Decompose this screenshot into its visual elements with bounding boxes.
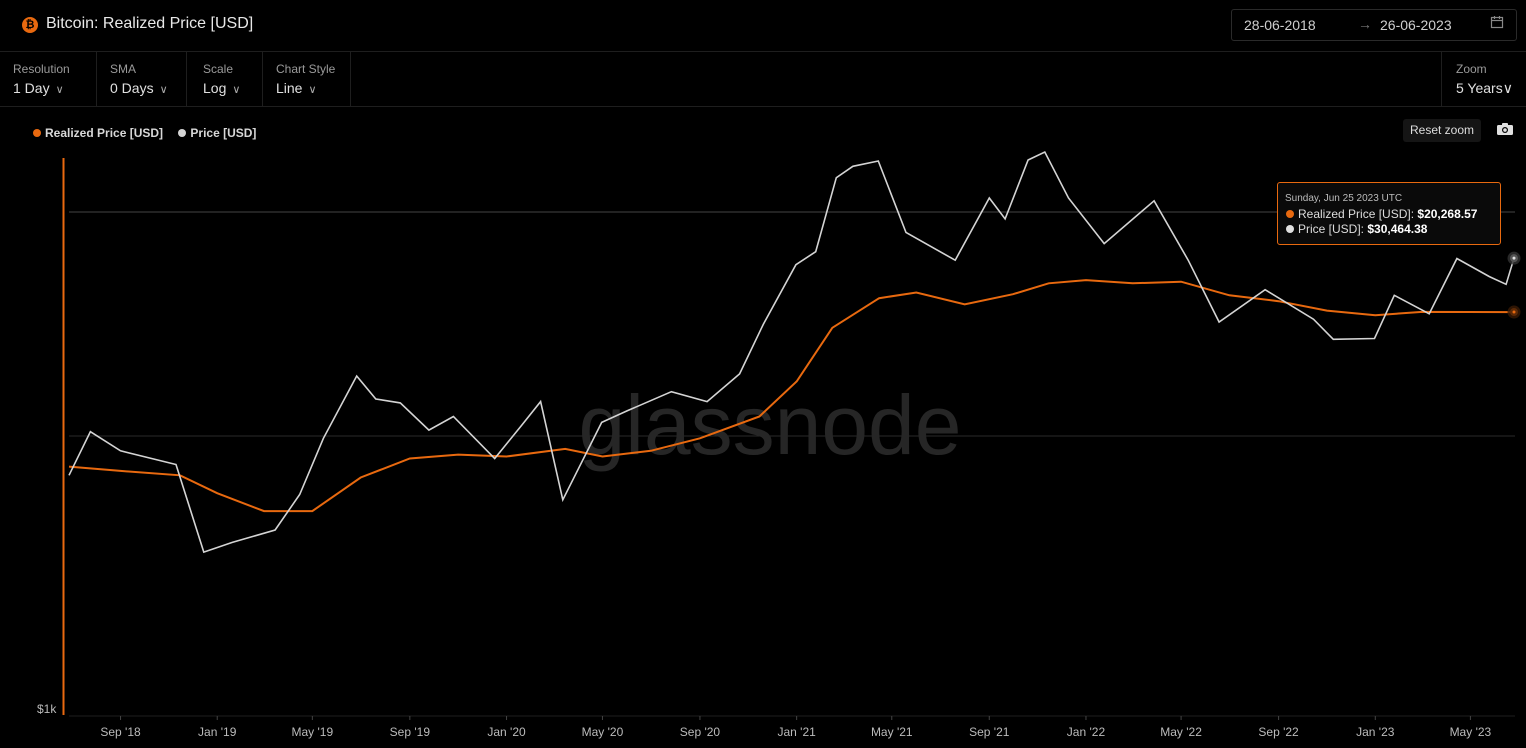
sma-label: SMA <box>110 62 137 76</box>
camera-icon[interactable] <box>1496 122 1514 141</box>
calendar-icon[interactable] <box>1490 15 1504 32</box>
header: ₿ Bitcoin: Realized Price [USD] 28-06-20… <box>0 0 1526 52</box>
scale-dropdown[interactable]: Scale Log ∨ <box>187 52 263 106</box>
chevron-down-icon: ∨ <box>232 84 241 96</box>
chevron-down-icon: ∨ <box>308 84 317 96</box>
x-tick-label: Sep '21 <box>969 725 1010 739</box>
x-tick-label: Jan '23 <box>1356 725 1395 739</box>
x-tick-label: Sep '18 <box>100 725 141 739</box>
chevron-down-icon: ∨ <box>1502 80 1513 96</box>
chart-tooltip: Sunday, Jun 25 2023 UTC Realized Price [… <box>1277 182 1501 245</box>
legend-dot <box>33 129 41 137</box>
zoom-value[interactable]: 5 Years∨ <box>1456 80 1513 96</box>
realized-price-end-marker <box>1507 305 1521 319</box>
resolution-label: Resolution <box>13 62 70 76</box>
x-tick-label: Sep '20 <box>680 725 721 739</box>
resolution-value[interactable]: 1 Day ∨ <box>13 80 64 96</box>
chevron-down-icon: ∨ <box>55 84 64 96</box>
price-end-marker <box>1507 251 1521 265</box>
scale-label: Scale <box>203 62 234 76</box>
tooltip-row-price: Price [USD]: $30,464.38 <box>1286 222 1427 236</box>
arrow-right-icon: → <box>1358 16 1372 32</box>
x-tick-label: Jan '22 <box>1067 725 1106 739</box>
chart-legend: Realized Price [USD] Price [USD] <box>33 126 268 140</box>
x-tick-label: Jan '20 <box>487 725 526 739</box>
scale-value[interactable]: Log ∨ <box>203 80 241 96</box>
x-tick-label: May '20 <box>582 725 624 739</box>
tooltip-row-realized: Realized Price [USD]: $20,268.57 <box>1286 207 1477 221</box>
date-range-picker[interactable]: 28-06-2018 → 26-06-2023 <box>1231 9 1517 41</box>
x-tick-label: Sep '19 <box>390 725 431 739</box>
chart-canvas[interactable]: glassnode $1k Sep '18 Jan '19 May '19 Sep '… <box>0 150 1526 748</box>
tooltip-date: Sunday, Jun 25 2023 UTC <box>1285 193 1403 204</box>
x-tick-label: Jan '19 <box>198 725 237 739</box>
chart-style-value[interactable]: Line ∨ <box>276 80 317 96</box>
resolution-dropdown[interactable]: Resolution 1 Day ∨ <box>0 52 97 106</box>
x-tick-label: May '21 <box>871 725 913 739</box>
zoom-dropdown[interactable]: Zoom 5 Years∨ <box>1441 52 1526 106</box>
legend-dot <box>1286 210 1294 218</box>
chart-style-dropdown[interactable]: Chart Style Line ∨ <box>263 52 351 106</box>
x-tick-label: May '22 <box>1160 725 1202 739</box>
legend-dot <box>178 129 187 137</box>
sma-dropdown[interactable]: SMA 0 Days ∨ <box>97 52 187 106</box>
controls-bar: Resolution 1 Day ∨ SMA 0 Days ∨ Scale Log ∨… <box>0 52 1526 107</box>
page-title: Bitcoin: Realized Price [USD] <box>46 15 254 32</box>
chart-style-label: Chart Style <box>276 62 336 76</box>
watermark: glassnode <box>579 378 962 472</box>
sma-value[interactable]: 0 Days ∨ <box>110 80 168 96</box>
reset-zoom-button[interactable]: Reset zoom <box>1403 119 1481 142</box>
date-from[interactable]: 28-06-2018 <box>1244 17 1316 33</box>
legend-item-realized-price[interactable]: Realized Price [USD] <box>33 126 163 140</box>
zoom-label: Zoom <box>1456 62 1487 76</box>
legend-dot <box>1286 225 1294 233</box>
bitcoin-icon: ₿ <box>22 17 38 33</box>
x-tick-label: Sep '22 <box>1258 725 1299 739</box>
chevron-down-icon: ∨ <box>159 84 168 96</box>
x-tick-label: May '19 <box>292 725 334 739</box>
x-tick-label: May '23 <box>1450 725 1492 739</box>
y-tick-label: $1k <box>37 702 57 716</box>
x-tick-label: Jan '21 <box>777 725 816 739</box>
series-price-line <box>68 150 1515 554</box>
series-realized-price-line <box>68 279 1515 513</box>
date-to[interactable]: 26-06-2023 <box>1380 17 1452 33</box>
legend-item-price[interactable]: Price [USD] <box>178 126 256 140</box>
